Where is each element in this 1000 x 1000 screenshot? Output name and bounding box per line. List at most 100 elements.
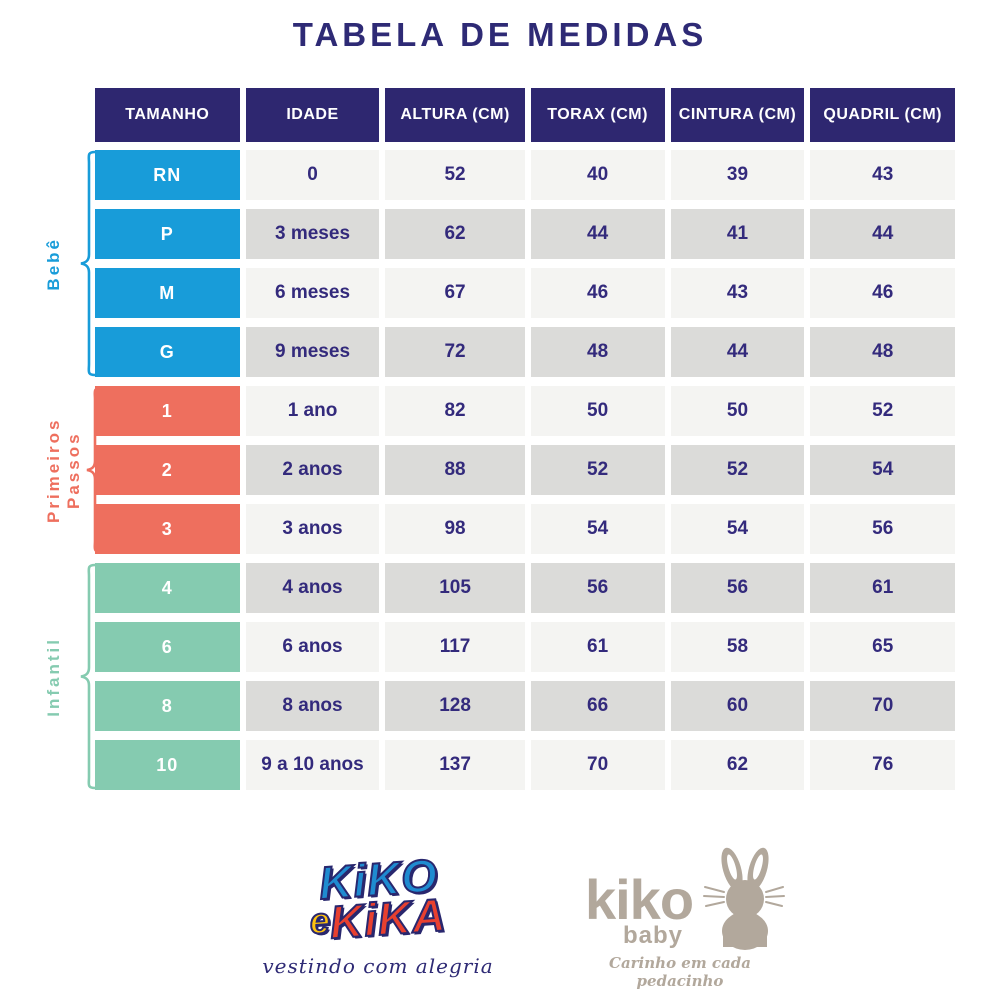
value-cell: 54: [810, 445, 955, 495]
column-header: QUADRIL (CM): [810, 88, 955, 142]
value-cell: 8 anos: [245, 681, 380, 731]
table-body: RN 0 52 40 39 43 P 3 meses 62 44 41 44 M 6 meses 67 46 4…: [95, 150, 955, 790]
group-label: Infantil: [44, 636, 63, 717]
measurement-table: TAMANHO IDADE ALTURA (CM) TORAX (CM) CINTURA…: [95, 88, 955, 790]
column-header: CINTURA (CM): [670, 88, 805, 142]
value-cell: 52: [385, 150, 525, 200]
kiko-baby-wordmark: kiko baby: [575, 868, 703, 950]
value-cell: 76: [810, 740, 955, 790]
group-brace: [86, 386, 103, 554]
value-cell: 56: [530, 563, 665, 613]
table-header: TAMANHO IDADE ALTURA (CM) TORAX (CM) CINTURA…: [95, 88, 955, 142]
value-cell: 137: [385, 740, 525, 790]
size-group-bebe: Bebê: [44, 150, 98, 377]
value-cell: 44: [810, 209, 955, 259]
value-cell: 54: [530, 504, 665, 554]
logo-word-kika: KiKA: [327, 887, 449, 949]
group-brace: [80, 150, 97, 377]
logo-word-e: e: [307, 898, 332, 942]
size-group-primeiros_passos: Primeiros Passos: [44, 386, 103, 554]
size-cell: 3: [95, 504, 240, 554]
value-cell: 39: [670, 150, 805, 200]
size-group-infantil: Infantil: [44, 563, 98, 790]
value-cell: 88: [385, 445, 525, 495]
brand-tagline-kiko-e-kika: vestindo com alegria: [262, 954, 494, 978]
value-cell: 50: [530, 386, 665, 436]
value-cell: 48: [810, 327, 955, 377]
table-row: 10 9 a 10 anos 137 70 62 76: [95, 740, 955, 790]
value-cell: 56: [810, 504, 955, 554]
size-cell: M: [95, 268, 240, 318]
value-cell: 43: [810, 150, 955, 200]
value-cell: 41: [670, 209, 805, 259]
value-cell: 98: [385, 504, 525, 554]
size-cell: 1: [95, 386, 240, 436]
value-cell: 58: [670, 622, 805, 672]
value-cell: 52: [810, 386, 955, 436]
value-cell: 61: [810, 563, 955, 613]
value-cell: 52: [670, 445, 805, 495]
logo-text-kiko-baby: kiko: [584, 868, 694, 932]
size-cell: 10: [95, 740, 240, 790]
brand-logo-kiko-e-kika: KiKO eKiKA vestindo com alegria: [258, 848, 498, 978]
value-cell: 128: [385, 681, 525, 731]
value-cell: 65: [810, 622, 955, 672]
value-cell: 6 anos: [245, 622, 380, 672]
value-cell: 62: [385, 209, 525, 259]
value-cell: 61: [530, 622, 665, 672]
value-cell: 66: [530, 681, 665, 731]
column-header: TORAX (CM): [530, 88, 665, 142]
size-cell: G: [95, 327, 240, 377]
value-cell: 3 anos: [245, 504, 380, 554]
value-cell: 9 a 10 anos: [245, 740, 380, 790]
value-cell: 3 meses: [245, 209, 380, 259]
column-header: TAMANHO: [95, 88, 240, 142]
table-row: RN 0 52 40 39 43: [95, 150, 955, 200]
value-cell: 70: [810, 681, 955, 731]
value-cell: 48: [530, 327, 665, 377]
value-cell: 1 ano: [245, 386, 380, 436]
size-cell: 6: [95, 622, 240, 672]
value-cell: 9 meses: [245, 327, 380, 377]
value-cell: 0: [245, 150, 380, 200]
kiko-baby-lockup: kiko baby: [575, 845, 785, 950]
value-cell: 44: [530, 209, 665, 259]
value-cell: 60: [670, 681, 805, 731]
value-cell: 43: [670, 268, 805, 318]
value-cell: 6 meses: [245, 268, 380, 318]
value-cell: 54: [670, 504, 805, 554]
value-cell: 72: [385, 327, 525, 377]
value-cell: 82: [385, 386, 525, 436]
brand-tagline-kiko-baby: Carinho em cada pedacinho: [609, 954, 751, 990]
size-cell: P: [95, 209, 240, 259]
brand-logo-kiko-baby: kiko baby: [575, 845, 785, 990]
value-cell: 62: [670, 740, 805, 790]
size-cell: 2: [95, 445, 240, 495]
column-header: ALTURA (CM): [385, 88, 525, 142]
size-cell: 8: [95, 681, 240, 731]
value-cell: 46: [530, 268, 665, 318]
group-label: Primeiros Passos: [44, 417, 83, 523]
value-cell: 105: [385, 563, 525, 613]
value-cell: 117: [385, 622, 525, 672]
column-header: IDADE: [245, 88, 380, 142]
logo-sub-baby: baby: [622, 922, 683, 949]
page-title: TABELA DE MEDIDAS: [292, 16, 708, 53]
value-cell: 2 anos: [245, 445, 380, 495]
value-cell: 52: [530, 445, 665, 495]
group-brace: [80, 563, 97, 790]
group-label: Bebê: [44, 236, 63, 291]
value-cell: 50: [670, 386, 805, 436]
value-cell: 70: [530, 740, 665, 790]
value-cell: 67: [385, 268, 525, 318]
